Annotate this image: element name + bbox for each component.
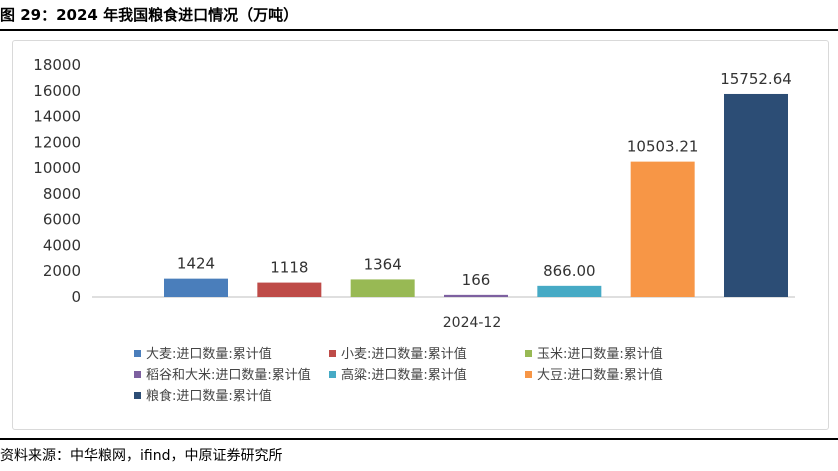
legend-label: 粮食:进口数量:累计值	[146, 388, 272, 404]
y-tick-label: 0	[71, 288, 81, 306]
legend-label: 稻谷和大米:进口数量:累计值	[146, 367, 311, 383]
legend-swatch	[134, 350, 141, 357]
bar	[350, 279, 415, 297]
data-label: 1364	[364, 255, 402, 273]
legend-label: 大豆:进口数量:累计值	[537, 367, 663, 383]
data-label: 1424	[177, 255, 215, 273]
bar-chart: 0 2000 4000 6000 8000 10000 12000 14000 16000 180…	[33, 56, 795, 404]
legend-swatch	[329, 371, 336, 378]
y-tick-label: 10000	[33, 159, 81, 177]
legend-swatch	[134, 371, 141, 378]
bar	[724, 93, 788, 297]
legend-swatch	[525, 371, 532, 378]
legend-label: 大麦:进口数量:累计值	[146, 346, 272, 362]
figure-title: 图 29：2024 年我国粮食进口情况（万吨）	[0, 6, 299, 24]
bottom-rule	[0, 438, 838, 440]
chart-panel: 0 2000 4000 6000 8000 10000 12000 14000 16000 180…	[12, 40, 829, 430]
data-label: 866.00	[543, 262, 596, 280]
legend-label: 高粱:进口数量:累计值	[341, 367, 467, 383]
y-tick-label: 14000	[33, 108, 81, 126]
bar	[444, 294, 508, 297]
legend-swatch	[134, 392, 141, 399]
y-tick-label: 12000	[33, 133, 81, 151]
legend-swatch	[329, 350, 336, 357]
y-tick-label: 4000	[43, 236, 81, 254]
legend-label: 玉米:进口数量:累计值	[537, 346, 663, 362]
source-note: 资料来源：中华粮网，ifind，中原证券研究所	[0, 448, 283, 464]
y-tick-label: 18000	[33, 56, 81, 74]
bar	[257, 282, 322, 297]
y-tick-label: 8000	[43, 185, 81, 203]
top-rule	[0, 29, 838, 31]
y-tick-label: 6000	[43, 211, 81, 229]
category-label: 2024-12	[443, 315, 502, 331]
y-tick-label: 16000	[33, 82, 81, 100]
bar	[164, 278, 228, 297]
legend-swatch	[525, 350, 532, 357]
legend-label: 小麦:进口数量:累计值	[341, 346, 467, 362]
y-tick-label: 2000	[43, 262, 81, 280]
data-label: 1118	[270, 259, 308, 277]
data-label: 166	[462, 271, 491, 289]
data-label: 10503.21	[627, 138, 699, 156]
bar	[537, 285, 602, 297]
data-label: 15752.64	[720, 70, 792, 88]
bar	[630, 161, 695, 297]
